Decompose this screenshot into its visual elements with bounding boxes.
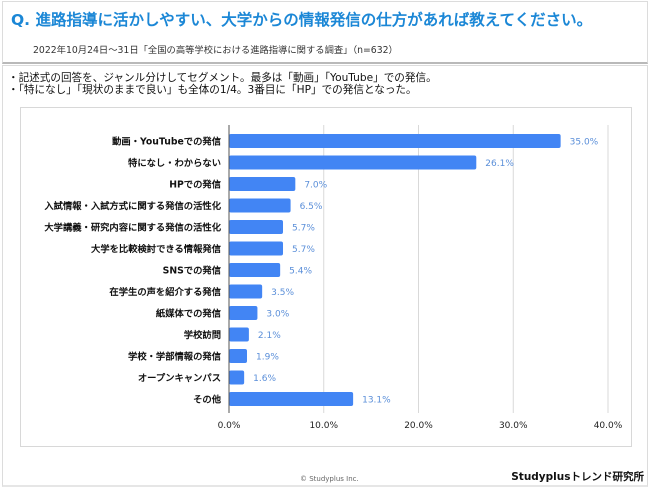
category-label: 特になし・わからない bbox=[128, 157, 221, 169]
bar bbox=[229, 370, 245, 385]
bar bbox=[229, 177, 296, 191]
bar-chart: 0.0% 10.0% 20.0% 30.0% 40.0% 動画・YouTubeでの発信 35… bbox=[43, 125, 623, 431]
question-title: Q. 進路指導に活かしやすい、大学からの情報発信の仕方があれば教えてください。 bbox=[11, 11, 593, 29]
bar bbox=[229, 392, 354, 406]
data-label: 1.6% bbox=[253, 374, 276, 384]
copyright-text: © Studyplus Inc. bbox=[300, 475, 359, 483]
bar bbox=[229, 198, 291, 213]
category-label: 在学生の声を紹介する発信 bbox=[109, 286, 221, 298]
data-label: 1.9% bbox=[256, 353, 279, 363]
bar bbox=[229, 134, 561, 148]
data-label: 3.5% bbox=[271, 288, 294, 298]
data-label: 26.1% bbox=[485, 159, 514, 169]
data-label: 5.7% bbox=[292, 224, 315, 234]
bar bbox=[229, 263, 281, 277]
category-label: HPでの発信 bbox=[169, 179, 221, 191]
x-tick-label: 20.0% bbox=[404, 421, 433, 431]
brand-logo-text: Studyplusトレンド研究所 bbox=[511, 471, 644, 483]
bar bbox=[229, 284, 263, 299]
data-label: 5.4% bbox=[289, 267, 312, 277]
bar bbox=[229, 349, 248, 363]
header-panel bbox=[2, 1, 648, 64]
bar bbox=[229, 327, 249, 342]
x-tick-label: 10.0% bbox=[309, 421, 338, 431]
summary-note-1: ・記述式の回答を、ジャンル分けしてセグメント。最多は「動画」「YouTube」で… bbox=[8, 72, 437, 84]
category-label: オープンキャンパス bbox=[138, 372, 221, 384]
category-label: 大学を比較検討できる情報発信 bbox=[91, 243, 221, 255]
x-tick-label: 30.0% bbox=[499, 421, 528, 431]
category-label: 学校・学部情報の発信 bbox=[128, 351, 221, 363]
bar bbox=[229, 306, 258, 320]
survey-subtitle: 2022年10月24日～31日「全国の高等学校における進路指導に関する調査」（n… bbox=[33, 45, 398, 56]
x-tick-label: 0.0% bbox=[218, 421, 241, 431]
data-label: 2.1% bbox=[258, 331, 281, 341]
category-label: 大学講義・研究内容に関する発信の活性化 bbox=[44, 222, 221, 234]
data-label: 13.1% bbox=[362, 396, 391, 406]
bar bbox=[229, 155, 477, 170]
category-label: 入試情報・入試方式に関する発信の活性化 bbox=[43, 200, 221, 212]
x-tick-label: 40.0% bbox=[594, 421, 623, 431]
category-label: SNSでの発信 bbox=[163, 265, 221, 277]
data-label: 7.0% bbox=[304, 181, 327, 191]
category-label: 動画・YouTubeでの発信 bbox=[112, 136, 221, 148]
category-label: その他 bbox=[193, 394, 222, 406]
category-label: 紙媒体での発信 bbox=[156, 308, 221, 320]
data-label: 35.0% bbox=[570, 138, 599, 148]
summary-note-2: ・「特になし」「現状のままで良い」も全体の1/4。3番目に「HP」での発信となっ… bbox=[8, 84, 417, 96]
data-label: 3.0% bbox=[266, 310, 289, 320]
bar bbox=[229, 241, 284, 256]
category-label: 学校訪問 bbox=[184, 329, 221, 341]
data-label: 6.5% bbox=[300, 202, 323, 212]
data-label: 5.7% bbox=[292, 245, 315, 255]
bar bbox=[229, 220, 284, 234]
chart-area: 0.0% 10.0% 20.0% 30.0% 40.0% 動画・YouTubeでの発信 35… bbox=[20, 107, 632, 447]
